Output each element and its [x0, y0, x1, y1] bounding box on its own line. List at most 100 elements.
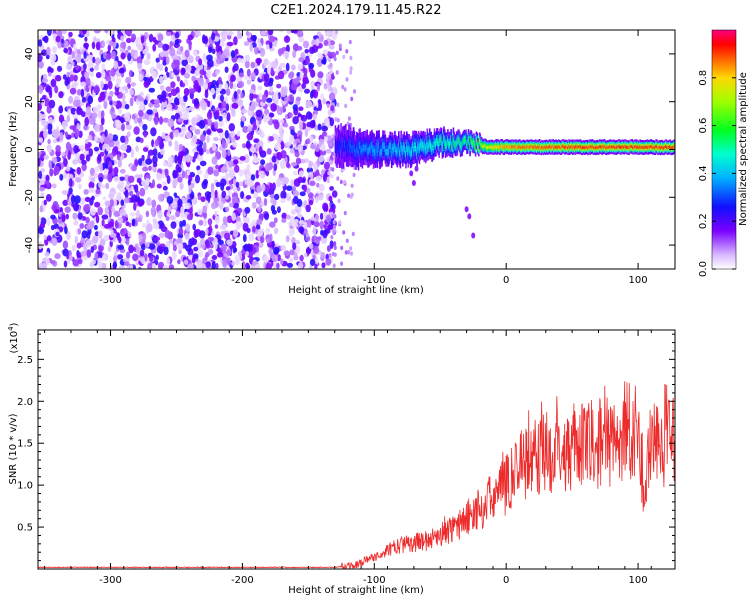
noise-speckle: [292, 190, 300, 198]
noise-speckle: [339, 179, 343, 185]
noise-speckle: [167, 118, 175, 128]
noise-speckle: [322, 49, 328, 55]
noise-speckle: [308, 200, 314, 206]
noise-speckle: [107, 80, 113, 90]
noise-speckle: [220, 54, 226, 62]
noise-speckle: [337, 198, 341, 204]
noise-speckle: [94, 135, 98, 142]
noise-speckle: [302, 76, 309, 85]
signal-cell: [542, 145, 544, 149]
noise-speckle: [279, 131, 284, 139]
noise-speckle: [225, 206, 230, 213]
noise-speckle: [47, 138, 51, 145]
noise-speckle: [125, 37, 132, 44]
noise-speckle: [72, 202, 80, 212]
noise-speckle: [41, 78, 49, 84]
signal-cell: [528, 145, 531, 149]
noise-speckle: [193, 229, 199, 239]
noise-speckle: [238, 72, 244, 78]
noise-speckle: [263, 198, 268, 206]
noise-speckle: [236, 89, 241, 94]
noise-speckle: [246, 127, 253, 132]
noise-speckle: [225, 186, 231, 191]
noise-speckle: [256, 218, 263, 225]
noise-speckle: [123, 258, 130, 263]
noise-speckle: [124, 261, 130, 267]
noise-speckle: [151, 211, 156, 218]
noise-speckle: [192, 134, 198, 144]
noise-speckle: [245, 250, 249, 257]
noise-speckle: [286, 162, 291, 168]
noise-speckle: [138, 173, 143, 179]
noise-speckle: [149, 255, 154, 262]
noise-speckle: [330, 105, 335, 112]
noise-speckle: [303, 184, 308, 193]
noise-speckle: [112, 37, 116, 43]
noise-speckle: [188, 42, 192, 51]
signal-cell: [499, 146, 501, 150]
noise-speckle: [350, 96, 354, 102]
noise-speckle: [281, 212, 287, 220]
noise-speckle: [77, 228, 82, 235]
noise-speckle: [411, 180, 416, 186]
signal-cell: [349, 140, 352, 149]
noise-speckle: [211, 48, 216, 55]
noise-speckle: [315, 38, 320, 47]
noise-speckle: [165, 56, 170, 65]
noise-speckle: [235, 77, 242, 83]
noise-speckle: [298, 36, 305, 43]
noise-speckle: [97, 206, 103, 216]
noise-speckle: [272, 199, 277, 206]
noise-speckle: [154, 139, 160, 147]
noise-speckle: [63, 260, 68, 268]
noise-speckle: [177, 155, 182, 165]
snr-scale-label: (x104): [7, 322, 20, 353]
noise-speckle: [94, 252, 99, 261]
noise-speckle: [100, 135, 104, 144]
noise-speckle: [285, 192, 291, 197]
noise-speckle: [266, 148, 272, 155]
noise-speckle: [195, 30, 202, 37]
noise-speckle: [46, 235, 52, 242]
noise-speckle: [112, 134, 119, 142]
noise-speckle: [105, 182, 110, 190]
noise-speckle: [108, 160, 112, 168]
signal-cell: [667, 146, 669, 150]
noise-speckle: [154, 116, 159, 126]
noise-speckle: [99, 91, 106, 101]
noise-speckle: [108, 209, 112, 218]
noise-speckle: [213, 169, 220, 177]
noise-speckle: [293, 77, 300, 85]
noise-speckle: [65, 149, 69, 156]
noise-speckle: [85, 224, 92, 230]
noise-speckle: [50, 260, 56, 265]
noise-speckle: [115, 120, 122, 129]
noise-speckle: [130, 33, 137, 42]
noise-speckle: [127, 45, 132, 51]
noise-speckle: [244, 178, 251, 186]
noise-speckle: [303, 221, 308, 229]
noise-speckle: [328, 57, 331, 63]
noise-speckle: [125, 76, 132, 84]
noise-speckle: [270, 60, 278, 70]
noise-speckle: [208, 46, 213, 53]
noise-speckle: [221, 190, 227, 199]
noise-speckle: [38, 215, 42, 225]
noise-speckle: [55, 35, 61, 43]
noise-speckle: [185, 154, 192, 163]
noise-speckle: [134, 184, 139, 193]
noise-speckle: [336, 118, 340, 123]
noise-speckle: [56, 30, 63, 38]
noise-speckle: [68, 95, 74, 104]
noise-speckle: [148, 243, 156, 250]
noise-speckle: [299, 158, 306, 164]
noise-speckle: [347, 250, 351, 255]
noise-speckle: [53, 165, 60, 175]
noise-speckle: [85, 106, 92, 116]
noise-speckle: [119, 187, 126, 193]
y-tick-label: 2.5: [17, 355, 33, 366]
noise-speckle: [328, 142, 332, 147]
noise-speckle: [104, 136, 111, 145]
